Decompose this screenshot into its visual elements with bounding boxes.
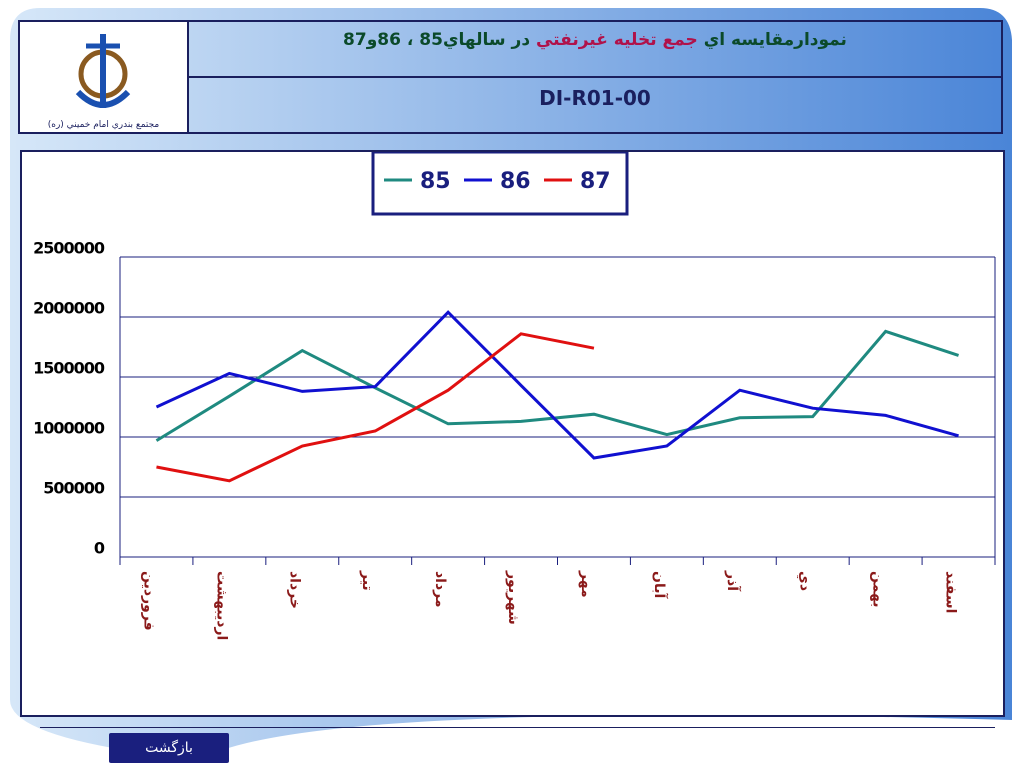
title-part: نمودارمقايسه اي: [697, 30, 847, 50]
legend-box: [371, 152, 629, 216]
series-line: [155, 310, 959, 460]
x-tick-label: مهر: [578, 570, 594, 598]
header-right: نمودارمقايسه اي جمع تخليه غيرنفتي در سال…: [189, 22, 1001, 132]
legend-label: 85: [420, 169, 451, 194]
chart-panel: 0 500000 1000000 1500000 2000000 2500000 فرورد…: [20, 150, 1005, 717]
legend-label: 86: [500, 169, 531, 194]
title: نمودارمقايسه اي جمع تخليه غيرنفتي در سال…: [189, 22, 1001, 78]
logo-icon: [75, 34, 131, 108]
legend-label: 87: [580, 169, 611, 194]
x-tick-label: آذر: [724, 570, 742, 592]
y-tick-label: 1000000: [33, 419, 105, 438]
chart: 0 500000 1000000 1500000 2000000 2500000 فرورد…: [33, 152, 996, 640]
x-tick-label: آبان: [651, 571, 669, 599]
y-tick-label: 1500000: [33, 359, 105, 378]
y-tick-label: 500000: [43, 479, 105, 498]
x-tick-label: دي: [796, 571, 813, 591]
x-tick-label: بهمن: [870, 571, 886, 607]
title-part: جمع تخليه غيرنفتي: [535, 30, 698, 50]
subtitle: DI-R01-00: [539, 86, 651, 110]
header: مجتمع بندري امام خميني (ره) نمودارمقايسه…: [18, 20, 1003, 134]
y-tick-label: 2000000: [33, 299, 105, 318]
back-button[interactable]: بازگشت: [109, 733, 229, 763]
x-tick-label: مرداد: [432, 571, 448, 608]
logo: مجتمع بندري امام خميني (ره): [20, 22, 189, 132]
x-tick-label: اسفند: [943, 571, 959, 613]
logo-caption: مجتمع بندري امام خميني (ره): [47, 120, 160, 130]
x-tick-label: شهريور: [505, 570, 521, 625]
y-tick-label: 2500000: [33, 239, 105, 258]
series-line: [156, 332, 595, 483]
title-part: در سالهاي85 ، 86و87: [343, 30, 536, 50]
y-tick-label: 0: [94, 539, 105, 558]
x-tick-label: خرداد: [286, 571, 302, 609]
series-line: [155, 329, 960, 442]
x-tick-label: ارديبهشت: [213, 571, 229, 640]
x-tick-label: تير: [359, 570, 375, 591]
separator: [40, 727, 995, 728]
x-tick-label: فروردين: [140, 571, 156, 631]
